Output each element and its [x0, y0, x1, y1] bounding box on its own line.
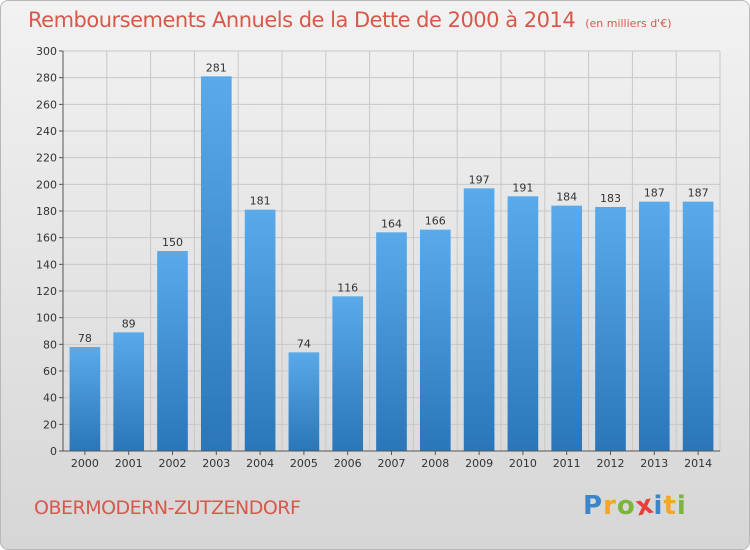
bar-2000 [69, 347, 101, 451]
x-tick-label: 2005 [290, 457, 318, 470]
y-tick-label: 200 [36, 178, 57, 191]
y-tick-label: 20 [43, 418, 57, 431]
x-tick-label: 2010 [509, 457, 537, 470]
bar-2006 [332, 296, 364, 451]
data-label: 187 [688, 187, 709, 200]
bar-2003 [200, 76, 232, 451]
bar-2005 [288, 352, 320, 451]
logo-letter: t [663, 491, 677, 521]
logo-letter: r [603, 491, 617, 521]
data-label: 183 [600, 192, 621, 205]
bar-2011 [551, 205, 583, 451]
bar-2010 [507, 196, 539, 451]
x-tick-label: 2002 [159, 457, 187, 470]
y-tick-label: 220 [36, 152, 57, 165]
y-tick-label: 160 [36, 232, 57, 245]
x-tick-label: 2014 [684, 457, 712, 470]
bar-2009 [463, 188, 495, 452]
x-tick-label: 2000 [71, 457, 99, 470]
y-tick-label: 120 [36, 285, 57, 298]
bar-2004 [244, 209, 276, 451]
y-tick-label: 0 [50, 445, 57, 458]
y-tick-label: 40 [43, 392, 57, 405]
bar-2008 [419, 229, 451, 451]
bar-2014 [682, 201, 714, 451]
data-label: 197 [469, 173, 490, 186]
bar-2002 [157, 251, 188, 451]
y-tick-label: 60 [43, 365, 57, 378]
x-tick-label: 2013 [640, 457, 668, 470]
data-label: 164 [381, 217, 402, 230]
logo-letter: i [676, 491, 687, 521]
y-tick-label: 140 [36, 258, 57, 271]
logo-letter: i [653, 491, 664, 521]
data-label: 184 [556, 191, 577, 204]
y-tick-label: 300 [36, 45, 57, 58]
x-tick-label: 2012 [597, 457, 625, 470]
data-label: 74 [297, 337, 311, 350]
data-label: 78 [78, 332, 92, 345]
y-tick-label: 80 [43, 338, 57, 351]
bar-2007 [376, 232, 407, 451]
data-label: 116 [337, 281, 358, 294]
title-text: Remboursements Annuels de la Dette de 20… [28, 8, 576, 32]
data-label: 166 [425, 215, 446, 228]
logo-letter: P [583, 491, 604, 521]
y-tick-label: 260 [36, 98, 57, 111]
chart-title: Remboursements Annuels de la Dette de 20… [28, 8, 671, 32]
x-tick-label: 2003 [202, 457, 230, 470]
bars: 78 89 150 281 181 74 116 164 166 197 191 184 183 187 1… [69, 61, 714, 452]
y-tick-label: 180 [36, 205, 57, 218]
y-tick-label: 280 [36, 72, 57, 85]
x-tick-label: 2001 [115, 457, 143, 470]
bar-2001 [113, 332, 145, 451]
x-tick-label: 2004 [246, 457, 274, 470]
data-label: 191 [512, 181, 533, 194]
x-tick-label: 2008 [421, 457, 449, 470]
x-tick-label: 2006 [334, 457, 362, 470]
bar-2013 [638, 201, 670, 451]
y-tick-label: 240 [36, 125, 57, 138]
proxiti-logo: Proxiti [583, 489, 687, 522]
data-label: 187 [644, 187, 665, 200]
y-tick-label: 100 [36, 312, 57, 325]
data-label: 181 [250, 195, 271, 208]
title-unit: (en milliers d'€) [585, 17, 672, 30]
x-tick-label: 2009 [465, 457, 493, 470]
data-label: 281 [206, 61, 227, 74]
data-label: 150 [162, 236, 183, 249]
x-tick-label: 2007 [378, 457, 406, 470]
x-tick-label: 2011 [553, 457, 581, 470]
city-name: OBERMODERN-ZUTZENDORF [34, 497, 301, 519]
data-label: 89 [122, 317, 136, 330]
axes: 0 20 40 60 80 100 120 140 160 180 200 220 240 260 280 3… [36, 45, 720, 470]
logo-letter: o [616, 491, 636, 521]
bar-2012 [595, 207, 626, 451]
